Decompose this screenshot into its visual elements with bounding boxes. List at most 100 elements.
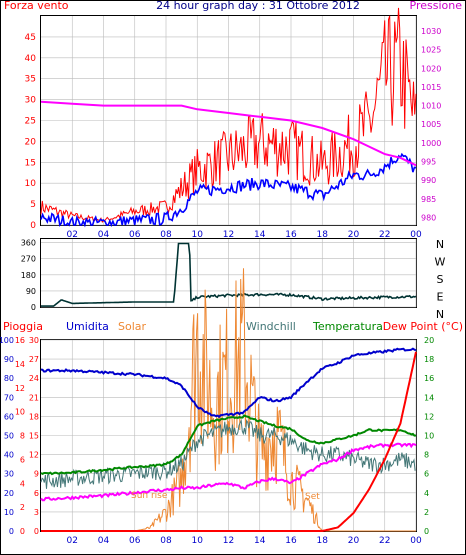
pressure-tick-label: 1000	[421, 139, 441, 148]
pressure-tick-label: 1010	[421, 102, 441, 111]
rain-line	[41, 351, 417, 532]
x-tick-label: 22	[379, 536, 390, 546]
x-tick-label: 18	[317, 536, 329, 546]
solar-tick-label: 0	[34, 527, 39, 536]
solar-label: Solar	[118, 320, 147, 333]
solar-tick-label: 30	[29, 336, 39, 345]
dewpoint-label: Dew Point (°C)	[383, 320, 463, 333]
pressure-tick-label: 1005	[421, 120, 441, 129]
temperature-tick-label: 14	[424, 393, 434, 402]
temperature-tick-label: 10	[424, 432, 434, 441]
direction-tick-label: 270	[21, 255, 36, 264]
humidity-line	[40, 347, 417, 419]
x-tick-label: 04	[98, 536, 110, 546]
temperature-tick-label: 6	[424, 470, 429, 479]
humidity-tick-label: 10	[4, 508, 14, 517]
x-tick-label: 10	[192, 536, 204, 546]
humidity-tick-label: 40	[4, 451, 14, 460]
x-tick-label: 06	[129, 536, 141, 546]
temperature-tick-label: 2	[424, 508, 429, 517]
pressure-tick-label: 1030	[421, 27, 441, 36]
compass-label: S	[437, 273, 444, 286]
wind-tick-label: 5	[30, 200, 36, 210]
x-tick-label: 00	[410, 230, 422, 240]
compass-label: N	[436, 238, 444, 251]
pressure-tick-label: 1015	[421, 83, 441, 92]
compass-label: W	[435, 256, 446, 269]
x-tick-label: 18	[317, 230, 329, 240]
rain-tick-label: 2	[20, 503, 25, 512]
x-tick-label: 20	[348, 230, 360, 240]
rain-tick-label: 14	[15, 360, 25, 369]
solar-tick-label: 27	[29, 355, 39, 364]
humidity-tick-label: 70	[4, 393, 14, 402]
direction-tick-label: 180	[21, 271, 36, 280]
wind-tick-label: 25	[25, 117, 36, 127]
pressure-line	[40, 100, 417, 167]
x-tick-label: 16	[285, 536, 297, 546]
x-tick-label: 06	[129, 230, 141, 240]
temperature-tick-label: 20	[424, 336, 434, 345]
pressure-tick-label: 1020	[421, 64, 441, 73]
sunset-label: Set	[305, 492, 320, 502]
solar-tick-label: 3	[34, 508, 39, 517]
temperature-series	[40, 268, 417, 532]
rain-tick-label: 10	[15, 408, 25, 417]
x-tick-label: 16	[285, 230, 297, 240]
x-tick-label: 22	[379, 230, 390, 240]
pressure-tick-label: 1025	[421, 46, 441, 55]
solar-tick-label: 21	[29, 393, 39, 402]
humidity-tick-label: 20	[4, 489, 14, 498]
pressure-tick-label: 995	[421, 158, 436, 167]
windchill-label: Windchill	[246, 320, 296, 333]
solar-tick-label: 24	[29, 374, 39, 383]
direction-tick-label: 0	[31, 303, 36, 312]
sunrise-label: Sun rise	[131, 491, 168, 501]
x-tick-label: 20	[348, 536, 360, 546]
x-tick-label: 12	[223, 230, 234, 240]
x-tick-label: 14	[254, 230, 266, 240]
wind-tick-label: 15	[25, 158, 36, 168]
pressure-axis-label: Pressione	[410, 0, 463, 12]
humidity-tick-label: 30	[4, 470, 14, 479]
humidity-tick-label: 0	[9, 527, 14, 536]
wind-tick-label: 45	[25, 33, 36, 43]
temperature-tick-label: 16	[424, 374, 434, 383]
temperature-tick-label: 8	[424, 451, 429, 460]
temperature-tick-label: 0	[424, 527, 429, 536]
x-tick-label: 00	[410, 536, 422, 546]
x-tick-label: 04	[98, 230, 110, 240]
humidity-label: Umidita	[66, 320, 109, 333]
wind-direction-line	[41, 242, 417, 307]
x-tick-label: 10	[192, 230, 204, 240]
temperature-tick-label: 12	[424, 412, 434, 421]
x-tick-label: 14	[254, 536, 266, 546]
wind-series	[40, 7, 417, 228]
wind-tick-label: 0	[30, 221, 36, 231]
rain-tick-label: 16	[15, 336, 25, 345]
windchill-line	[40, 418, 416, 489]
solar-tick-label: 15	[29, 432, 39, 441]
compass-label: N	[436, 308, 444, 321]
wind-average-line	[40, 152, 417, 228]
wind-tick-label: 20	[25, 137, 37, 147]
wind-tick-label: 40	[25, 54, 37, 64]
humidity-tick-label: 90	[4, 355, 14, 364]
wind-axis-label: Forza vento	[4, 0, 69, 12]
wind-tick-label: 30	[25, 96, 37, 106]
pressure-tick-label: 980	[421, 214, 436, 223]
direction-tick-label: 360	[21, 239, 36, 248]
temperature-tick-label: 4	[424, 489, 429, 498]
direction-series	[41, 242, 417, 307]
rain-tick-label: 0	[20, 527, 25, 536]
wind-tick-label: 10	[25, 179, 37, 189]
chart-title: 24 hour graph day : 31 Ottobre 2012	[156, 0, 360, 12]
x-tick-label: 02	[67, 536, 78, 546]
humidity-tick-label: 60	[4, 412, 14, 421]
solar-tick-label: 12	[29, 451, 39, 460]
rain-tick-label: 8	[20, 432, 25, 441]
humidity-tick-label: 100	[0, 336, 14, 345]
direction-tick-label: 90	[26, 287, 36, 296]
x-tick-label: 02	[67, 230, 78, 240]
